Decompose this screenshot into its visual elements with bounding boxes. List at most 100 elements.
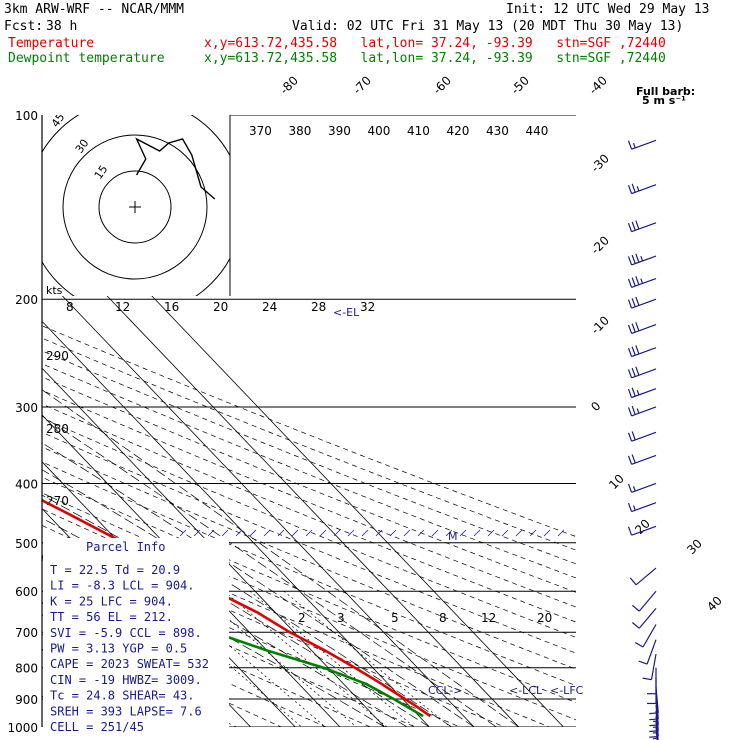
isotherm-label: -10 — [588, 313, 612, 337]
barb-shaft — [631, 388, 657, 399]
dry-adiabat-line — [42, 325, 576, 537]
moist-adiabat-line — [42, 389, 520, 727]
barb-flag — [631, 405, 636, 415]
barb-flag — [631, 387, 636, 397]
temperature-location: x,y=613.72,435.58 lat,lon= 37.24, -93.39… — [204, 36, 666, 51]
isotherm-label: -80 — [277, 73, 301, 97]
mixing-ratio-label: 3 — [337, 611, 345, 625]
dry-adiabat-line — [42, 417, 576, 638]
isotherm-line — [42, 367, 385, 727]
barb-shaft — [638, 607, 657, 629]
barb-flag — [627, 388, 633, 398]
m-marker: M — [448, 530, 458, 543]
barb-flag — [627, 222, 633, 232]
pressure-label: 600 — [15, 585, 38, 599]
barb-flag — [627, 369, 633, 379]
parcel-tick — [515, 529, 523, 537]
wind-barb — [627, 454, 657, 465]
barb-flag — [631, 183, 636, 193]
forecast-label: Fcst: — [4, 19, 44, 34]
barb-flag — [638, 660, 648, 665]
barb-flag — [627, 140, 633, 150]
mixing-ratio-line — [249, 590, 415, 727]
barb-flag — [627, 407, 633, 417]
parcel-tick — [291, 529, 299, 537]
dry-adiabat-line — [42, 431, 576, 654]
parcel-tick — [459, 529, 467, 537]
hodograph-trace — [135, 137, 216, 200]
parcel-tick — [529, 529, 537, 537]
wind-barb — [627, 220, 657, 233]
isotherm-label: -60 — [430, 73, 454, 97]
ccl-marker: CCL-> — [428, 684, 462, 697]
wind-barb — [632, 607, 657, 629]
barb-flag — [631, 323, 636, 333]
theta-label: 380 — [289, 124, 312, 138]
pressure-label: 100 — [15, 109, 38, 123]
dewpoint-profile — [42, 556, 424, 718]
parcel-tick — [361, 529, 369, 537]
theta-label: 410 — [407, 124, 430, 138]
parcel-tick — [221, 529, 229, 537]
parcel-tick — [319, 529, 327, 537]
mixing-ratio-label: 20 — [537, 611, 552, 625]
barb-shaft — [631, 347, 657, 358]
isotherm-label: 0 — [588, 399, 603, 414]
wind-speed-label: 24 — [262, 300, 277, 314]
barb-flag — [631, 298, 636, 307]
isotherm-label: -50 — [508, 73, 532, 97]
wind-barb — [632, 590, 657, 612]
parcel-info-row: SVI = -5.9 CCL = 898. — [50, 626, 202, 640]
wind-barb — [627, 139, 657, 150]
parcel-tick — [193, 529, 201, 537]
barb-flag — [636, 389, 640, 396]
parcel-tick — [235, 529, 243, 537]
parcel-tick — [375, 529, 383, 537]
barb-shaft — [631, 184, 657, 195]
isotherm-line — [42, 273, 475, 727]
parcel-tick — [445, 529, 453, 537]
dewpoint-legend: Dewpoint temperature — [8, 51, 165, 66]
wind-barb — [634, 624, 657, 648]
parcel-tick — [207, 529, 215, 537]
wind-barb — [627, 482, 657, 493]
parcel-tick — [249, 529, 257, 537]
barb-flag — [632, 142, 636, 149]
isotherm-label: -20 — [588, 233, 612, 257]
barb-shaft — [650, 653, 657, 680]
theta-label: 370 — [249, 124, 272, 138]
barb-shaft — [631, 482, 657, 493]
wind-barb — [627, 405, 657, 417]
barb-shaft — [646, 639, 657, 665]
barb-flag — [635, 296, 640, 306]
wind-barb — [627, 253, 657, 266]
isotherm-line — [42, 414, 341, 727]
barb-shaft — [631, 525, 657, 536]
mixing-ratio-line — [165, 590, 326, 727]
pressure-label: 900 — [15, 693, 38, 707]
wind-speed-label: 8 — [66, 300, 74, 314]
barb-shaft — [631, 255, 657, 266]
moist-adiabat-line — [42, 415, 497, 727]
wind-barb — [627, 183, 657, 195]
parcel-info-row: T = 22.5 Td = 20.9 — [50, 563, 180, 577]
wind-speed-unit-label: kts — [46, 284, 63, 297]
mixing-ratio-label: 2 — [298, 611, 306, 625]
parcel-tick — [263, 529, 271, 537]
barb-flag — [640, 256, 644, 262]
theta-e-label: 280 — [46, 422, 69, 436]
wind-barb — [629, 567, 657, 586]
parcel-tick — [543, 529, 551, 537]
parcel-tick — [403, 529, 411, 537]
isotherm-line — [42, 227, 520, 727]
dewpoint-location: x,y=613.72,435.58 lat,lon= 37.24, -93.39… — [204, 51, 666, 66]
barb-flag — [642, 677, 652, 681]
parcel-info-row: PW = 3.13 YGP = 0.5 — [50, 642, 187, 656]
barb-shaft — [635, 567, 657, 586]
wind-speed-label: 28 — [311, 300, 326, 314]
barb-flag — [632, 505, 636, 511]
el-marker: <-EL — [333, 306, 360, 319]
barb-flag — [627, 526, 633, 536]
pressure-label: 300 — [15, 401, 38, 415]
